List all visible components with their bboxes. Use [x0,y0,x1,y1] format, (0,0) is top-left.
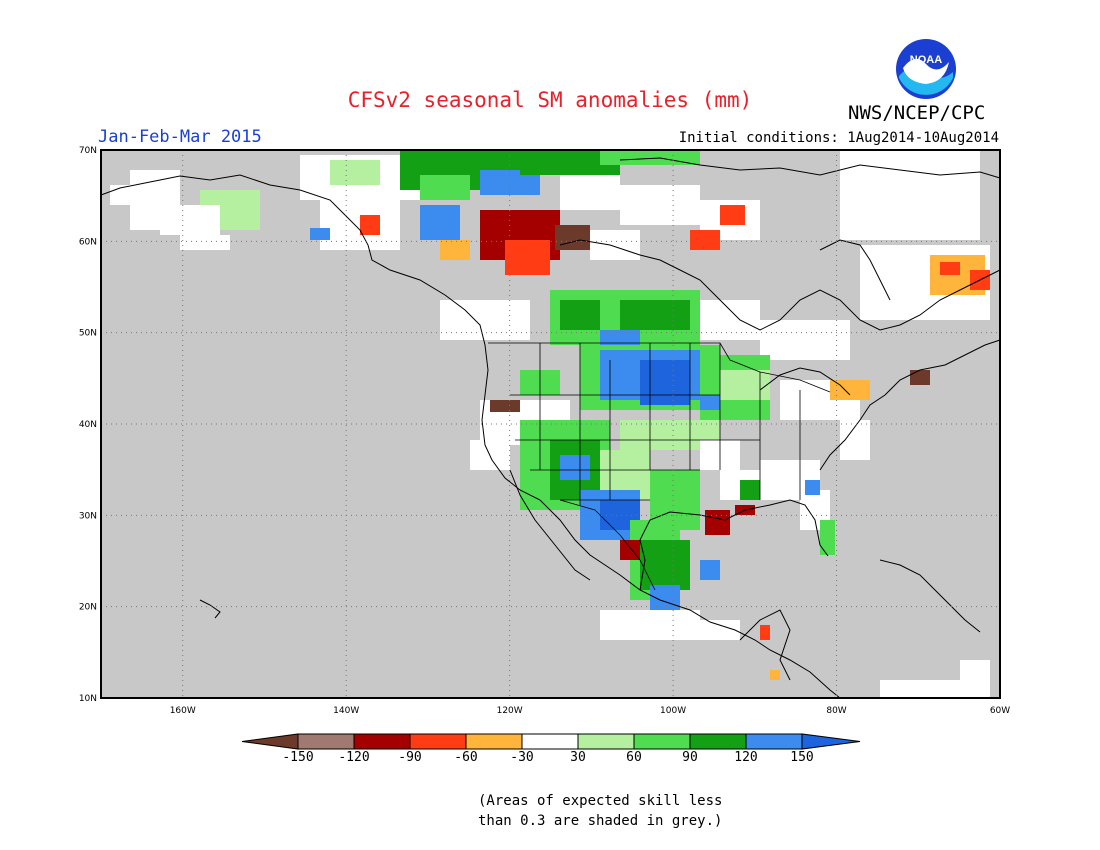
political-borders [488,342,831,591]
colorbar-swatch [521,733,579,750]
longitude-tick-label: 140W [333,706,359,716]
anomaly-patch [960,660,990,680]
anomaly-patch [880,680,990,698]
latitude-tick-label: 70N [79,146,97,156]
colorbar-swatch [689,733,747,750]
colorbar-tick-label: 60 [626,750,642,765]
latitude-tick-label: 20N [79,603,97,613]
colorbar [241,733,861,750]
anomaly-patch [640,540,690,590]
anomaly-patch [830,380,870,400]
anomaly-patch [700,560,720,580]
anomaly-patch [600,330,640,345]
longitude-tick-label: 100W [660,706,686,716]
latitude-tick-label: 60N [79,237,97,247]
anomaly-patch [490,400,520,412]
anomaly-patch [420,205,460,240]
anomaly-patch [640,360,690,405]
colorbar-tick-label: 90 [682,750,698,765]
colorbar-tick-label: 120 [734,750,758,765]
anomaly-patch [560,455,590,480]
anomaly-patch [160,205,220,235]
anomaly-patch [720,370,770,400]
longitude-labels: 160W 140W 120W 100W 80W 60W [170,706,1011,716]
latitude-tick-label: 10N [79,694,97,704]
latitude-tick-label: 50N [79,329,97,339]
colorbar-swatch [745,733,803,750]
logo-text: NOAA [910,54,942,66]
anomaly-patch [560,175,620,210]
organization-label: NWS/NCEP/CPC [848,102,986,124]
skill-note-line1: (Areas of expected skill less [478,793,723,809]
forecast-period: Jan-Feb-Mar 2015 [98,127,262,147]
anomaly-field [110,150,990,698]
anomaly-patch [180,235,230,250]
colorbar-tick-label: -120 [338,750,370,765]
skill-note-line2: than 0.3 are shaded in grey.) [478,813,723,829]
anomaly-patch [720,205,745,225]
initial-conditions: Initial conditions: 1Aug2014-10Aug2014 [678,130,999,146]
anomaly-patch [440,240,470,260]
anomaly-patch [330,160,380,185]
anomaly-patch [440,300,530,340]
anomaly-patch [700,395,720,410]
map-frame [100,149,1001,699]
anomaly-patch [555,225,590,250]
longitude-tick-label: 120W [497,706,523,716]
colorbar-swatch [577,733,635,750]
anomaly-patch [705,510,730,535]
noaa-logo: NOAA [896,39,956,99]
anomaly-patch [805,480,820,495]
anomaly-patch [910,370,930,385]
anomaly-patch [600,150,700,165]
colorbar-tick-label: -90 [398,750,422,765]
colorbar-tick-label: -30 [510,750,534,765]
latitude-labels: 10N 20N 30N 40N 50N 60N 70N [79,146,97,704]
latitude-tick-label: 40N [79,420,97,430]
anomaly-patch [820,520,835,555]
anomaly-patch [110,185,135,205]
anomaly-patch [620,185,700,225]
anomaly-patch [760,625,770,640]
anomaly-patch [360,215,380,235]
colorbar-swatch [465,733,523,750]
colorbar-swatch [353,733,411,750]
anomaly-patch [560,300,600,330]
anomaly-patch [590,230,640,260]
colorbar-right-arrow [801,733,861,750]
colorbar-tick-label: 30 [570,750,586,765]
anomaly-patch [940,262,960,275]
anomaly-patch [420,175,470,200]
latitude-tick-label: 30N [79,511,97,521]
anomaly-patch [770,670,780,680]
anomaly-patch [840,150,980,240]
anomaly-patch [620,300,690,330]
anomaly-patch [680,620,740,640]
colorbar-tick-label: -150 [282,750,314,765]
colorbar-swatch [633,733,691,750]
anomaly-patch [740,480,760,500]
colorbar-tick-label: -60 [454,750,478,765]
longitude-tick-label: 80W [826,706,846,716]
map-title: CFSv2 seasonal SM anomalies (mm) [347,88,753,112]
colorbar-tick-label: 150 [790,750,814,765]
anomaly-patch [760,320,850,360]
anomaly-patch [310,228,330,240]
colorbar-swatch [297,733,355,750]
colorbar-swatch [409,733,467,750]
anomaly-patch [700,300,760,340]
anomaly-patch [620,540,640,560]
anomaly-patch [505,240,550,275]
coastlines [100,157,1001,699]
colorbar-left-arrow [241,733,299,750]
longitude-tick-label: 160W [170,706,196,716]
longitude-tick-label: 60W [990,706,1010,716]
skill-note: (Areas of expected skill less than 0.3 a… [478,791,722,831]
anomaly-patch [690,230,720,250]
